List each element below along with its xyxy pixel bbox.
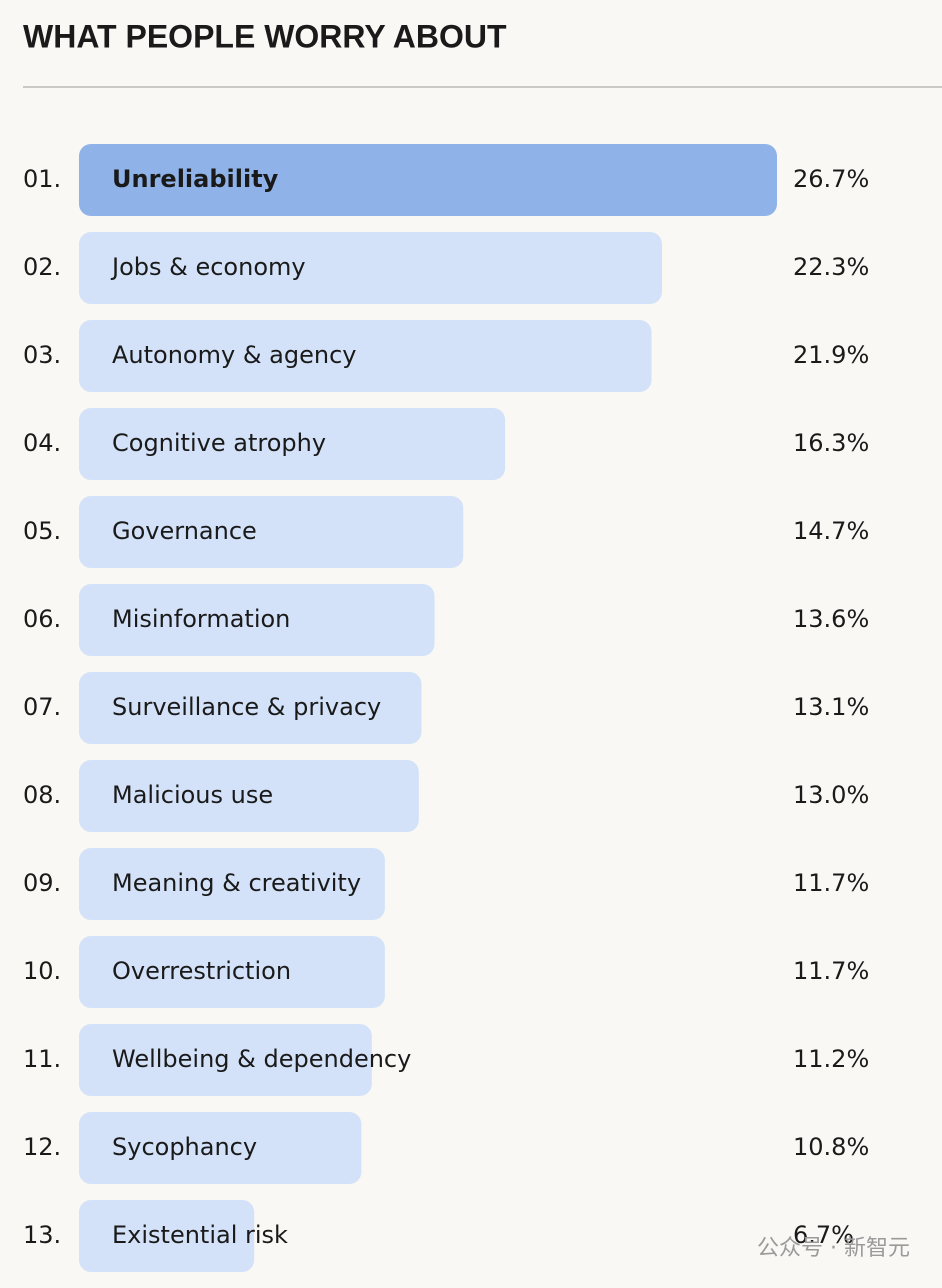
category-label: Misinformation — [112, 605, 290, 633]
category-label: Unreliability — [112, 165, 279, 193]
bar — [79, 232, 662, 304]
category-label: Sycophancy — [112, 1133, 257, 1161]
value-label: 11.7% — [793, 869, 869, 897]
rank-label: 03. — [23, 341, 61, 369]
value-label: 13.1% — [793, 693, 869, 721]
rank-label: 07. — [23, 693, 61, 721]
rank-label: 13. — [23, 1221, 61, 1249]
rank-label: 01. — [23, 165, 61, 193]
category-label: Jobs & economy — [110, 253, 306, 281]
bar — [79, 1024, 372, 1096]
watermark: 公众号 · 新智元 — [757, 1236, 910, 1261]
rank-label: 11. — [23, 1045, 61, 1073]
category-label: Surveillance & privacy — [112, 693, 381, 721]
category-label: Cognitive atrophy — [112, 429, 326, 457]
value-label: 6.7% — [793, 1221, 854, 1249]
bar — [79, 1200, 255, 1272]
value-label: 22.3% — [793, 253, 869, 281]
category-label: Existential risk — [112, 1221, 288, 1249]
value-label: 16.3% — [793, 429, 869, 457]
bar — [79, 848, 385, 920]
bar — [79, 408, 506, 480]
rank-label: 04. — [23, 429, 61, 457]
value-label: 11.2% — [793, 1045, 869, 1073]
category-label: Meaning & creativity — [112, 869, 361, 897]
value-label: 21.9% — [793, 341, 869, 369]
value-label: 13.0% — [793, 781, 869, 809]
category-label: Autonomy & agency — [112, 341, 357, 369]
bar — [79, 584, 435, 656]
rank-label: 12. — [23, 1133, 61, 1161]
rank-label: 05. — [23, 517, 61, 545]
rank-label: 06. — [23, 605, 61, 633]
chart-title: WHAT PEOPLE WORRY ABOUT — [23, 18, 507, 54]
bar — [79, 936, 385, 1008]
rank-label: 08. — [23, 781, 61, 809]
value-label: 13.6% — [793, 605, 869, 633]
bar — [79, 144, 777, 216]
value-label: 11.7% — [793, 957, 869, 985]
bar — [79, 672, 422, 744]
bar — [79, 496, 464, 568]
bar — [79, 1112, 362, 1184]
value-label: 14.7% — [793, 517, 869, 545]
category-label: Wellbeing & dependency — [112, 1045, 411, 1073]
category-label: Overrestriction — [112, 957, 291, 985]
value-label: 26.7% — [793, 165, 869, 193]
value-label: 10.8% — [793, 1133, 869, 1161]
rank-label: 02. — [23, 253, 61, 281]
bar — [79, 760, 419, 832]
rank-label: 09. — [23, 869, 61, 897]
category-label: Governance — [112, 517, 257, 545]
rank-label: 10. — [23, 957, 61, 985]
category-label: Malicious use — [112, 781, 273, 809]
bar — [79, 320, 652, 392]
